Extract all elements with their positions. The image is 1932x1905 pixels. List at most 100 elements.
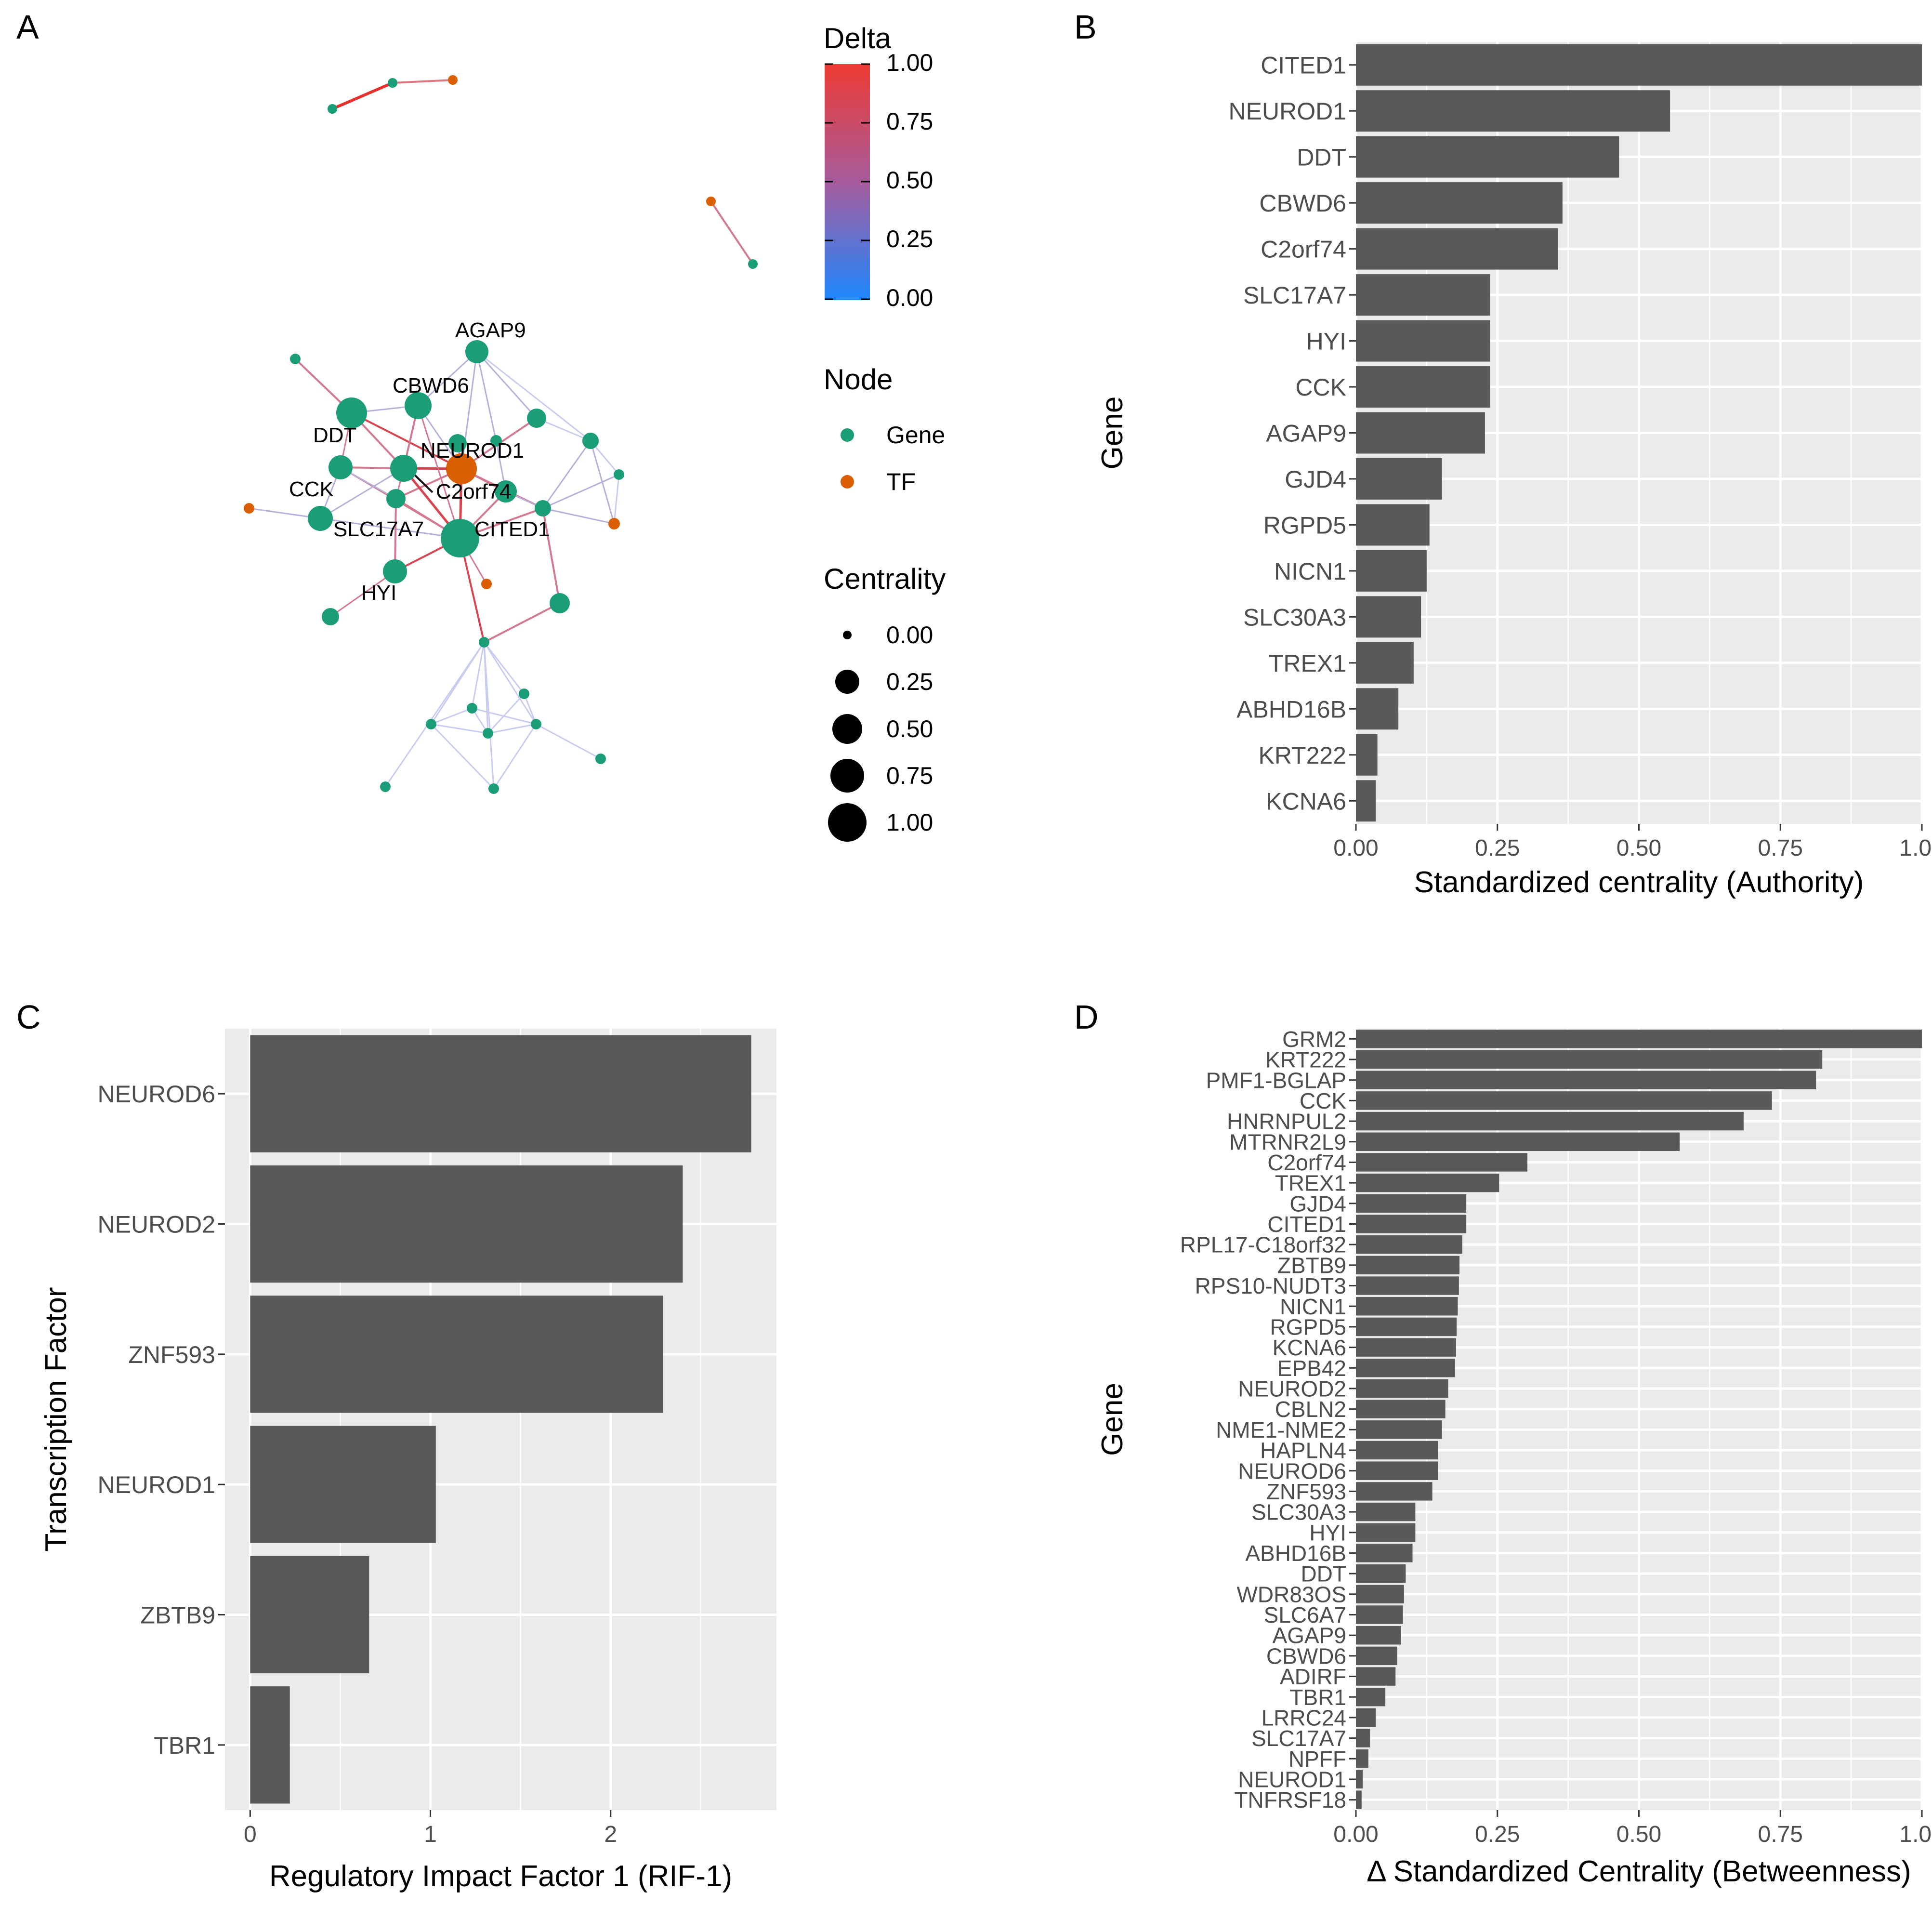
betweenness-y-tick-label: PMF1-BGLAP bbox=[1206, 1068, 1346, 1093]
authority-bar bbox=[1356, 182, 1563, 224]
network-node-tf bbox=[706, 197, 716, 206]
betweenness-bar bbox=[1356, 1482, 1433, 1501]
legend-centrality: Centrality 0.00 0.25 0.50 0.75 1.00 bbox=[824, 563, 946, 842]
betweenness-y-tick-label: AGAP9 bbox=[1273, 1623, 1346, 1648]
betweenness-y-tick-label: RGPD5 bbox=[1270, 1314, 1346, 1339]
betweenness-bar bbox=[1356, 1256, 1460, 1275]
delta-tick-label: 0.25 bbox=[886, 225, 933, 252]
betweenness-bar bbox=[1356, 1317, 1457, 1336]
betweenness-y-tick-label: CBWD6 bbox=[1266, 1643, 1346, 1668]
centrality-tick-label: 0.50 bbox=[886, 715, 933, 742]
network-edge bbox=[710, 200, 754, 265]
network-edge bbox=[430, 707, 473, 725]
legend-tf-label: TF bbox=[886, 468, 916, 495]
network-node-gene bbox=[322, 608, 339, 625]
rif1-y-tick-label: NEUROD2 bbox=[98, 1211, 215, 1238]
rif1-plot-background bbox=[225, 1029, 776, 1810]
betweenness-y-tick-label: TBR1 bbox=[1289, 1685, 1346, 1710]
betweenness-bar bbox=[1356, 1400, 1446, 1418]
authority-y-tick-label: GJD4 bbox=[1285, 466, 1346, 493]
network-edge bbox=[476, 351, 591, 442]
network-node-gene bbox=[490, 435, 502, 447]
authority-bar bbox=[1356, 44, 1922, 86]
betweenness-y-tick-label: NME1-NME2 bbox=[1216, 1417, 1346, 1442]
legend-gene-label: Gene bbox=[886, 422, 945, 449]
authority-y-axis-title: Gene bbox=[1096, 397, 1129, 470]
authority-bar bbox=[1356, 90, 1670, 132]
network-node-labels: AGAP9 CBWD6 DDT NEUROD1 CCK C2orf74 SLC1… bbox=[289, 318, 550, 605]
authority-bar bbox=[1356, 228, 1558, 270]
network-node-gene bbox=[748, 259, 758, 269]
rif1-bar bbox=[250, 1686, 290, 1804]
betweenness-y-tick-label: WDR83OS bbox=[1237, 1582, 1346, 1607]
betweenness-bar bbox=[1356, 1626, 1401, 1645]
rif1-x-tick-label: 0 bbox=[244, 1822, 257, 1847]
network-edge bbox=[483, 641, 495, 790]
legend-delta: Delta 1.00 0.75 0.50 0.25 0.00 bbox=[824, 22, 933, 311]
authority-bar bbox=[1356, 412, 1485, 454]
authority-x-tick-label: 1.00 bbox=[1899, 835, 1932, 861]
network-node-gene bbox=[467, 703, 477, 714]
authority-y-tick-label: DDT bbox=[1297, 144, 1346, 171]
authority-y-tick-label: CBWD6 bbox=[1259, 190, 1346, 217]
network-edge bbox=[329, 570, 396, 618]
network-node-gene bbox=[595, 754, 606, 764]
betweenness-bar bbox=[1356, 1359, 1455, 1377]
betweenness-y-tick-label: CITED1 bbox=[1267, 1212, 1346, 1237]
network-edge bbox=[417, 405, 461, 539]
network-edge bbox=[471, 641, 485, 709]
betweenness-bar bbox=[1356, 1749, 1368, 1768]
betweenness-bar bbox=[1356, 1338, 1456, 1357]
network-node-gene bbox=[388, 78, 397, 88]
authority-y-tick-label: NICN1 bbox=[1274, 558, 1346, 585]
network-edge bbox=[542, 507, 615, 525]
network-edge bbox=[483, 641, 537, 725]
network-node-gene bbox=[519, 688, 529, 699]
network-edge bbox=[613, 474, 620, 525]
delta-tick-label: 1.00 bbox=[886, 49, 933, 76]
betweenness-y-tick-label: GRM2 bbox=[1282, 1027, 1346, 1052]
legend-node-title: Node bbox=[824, 363, 893, 396]
network-edge bbox=[483, 641, 525, 695]
betweenness-bar bbox=[1356, 1379, 1448, 1398]
rif1-bar bbox=[250, 1556, 369, 1674]
betweenness-bar bbox=[1356, 1173, 1499, 1192]
network-node-gene bbox=[527, 409, 546, 428]
network-edge bbox=[542, 440, 591, 509]
betweenness-x-tick-label: 0.25 bbox=[1475, 1822, 1520, 1847]
authority-centrality-chart: CITED1 NEUROD1 DDT CBWD6 C2orf74 SLC17A7 HYI CC… bbox=[1096, 42, 1932, 899]
rif1-bar bbox=[250, 1165, 683, 1283]
authority-bar bbox=[1356, 596, 1421, 638]
node-label-hyi: HYI bbox=[361, 581, 396, 605]
betweenness-bar bbox=[1356, 1215, 1467, 1233]
betweenness-y-tick-label: HNRNPUL2 bbox=[1227, 1109, 1346, 1134]
authority-bar bbox=[1356, 550, 1427, 592]
centrality-key bbox=[843, 631, 852, 639]
centrality-tick-label: 0.75 bbox=[886, 762, 933, 789]
authority-x-axis-title: Standardized centrality (Authority) bbox=[1414, 866, 1864, 899]
node-label-agap9: AGAP9 bbox=[455, 318, 526, 342]
node-label-ddt: DDT bbox=[313, 423, 356, 447]
betweenness-x-tick-label: 1.00 bbox=[1899, 1822, 1932, 1847]
network-node-gene bbox=[441, 519, 479, 557]
authority-y-tick-label: HYI bbox=[1306, 328, 1346, 355]
authority-y-tick-label: SLC17A7 bbox=[1243, 282, 1346, 309]
network-node-tf bbox=[446, 453, 477, 484]
betweenness-y-tick-label: ADIRF bbox=[1280, 1664, 1346, 1689]
betweenness-y-tick-label: KCNA6 bbox=[1273, 1335, 1346, 1360]
network-node-gene bbox=[614, 469, 624, 480]
authority-y-tick-label: TREX1 bbox=[1269, 650, 1346, 677]
betweenness-y-tick-label: NEUROD1 bbox=[1238, 1767, 1346, 1792]
centrality-key bbox=[835, 670, 859, 694]
network-edge bbox=[430, 723, 489, 734]
betweenness-bar bbox=[1356, 1276, 1459, 1295]
betweenness-bar bbox=[1356, 1461, 1438, 1480]
betweenness-bar bbox=[1356, 1585, 1404, 1604]
betweenness-bar bbox=[1356, 1420, 1442, 1439]
network-node-gene bbox=[535, 500, 551, 516]
panel-label-d: D bbox=[1074, 998, 1099, 1036]
betweenness-y-tick-label: SLC6A7 bbox=[1264, 1602, 1346, 1627]
network-node-gene bbox=[448, 434, 467, 452]
betweenness-y-tick-label: DDT bbox=[1301, 1561, 1346, 1587]
betweenness-y-tick-label: MTRNR2L9 bbox=[1229, 1129, 1346, 1154]
